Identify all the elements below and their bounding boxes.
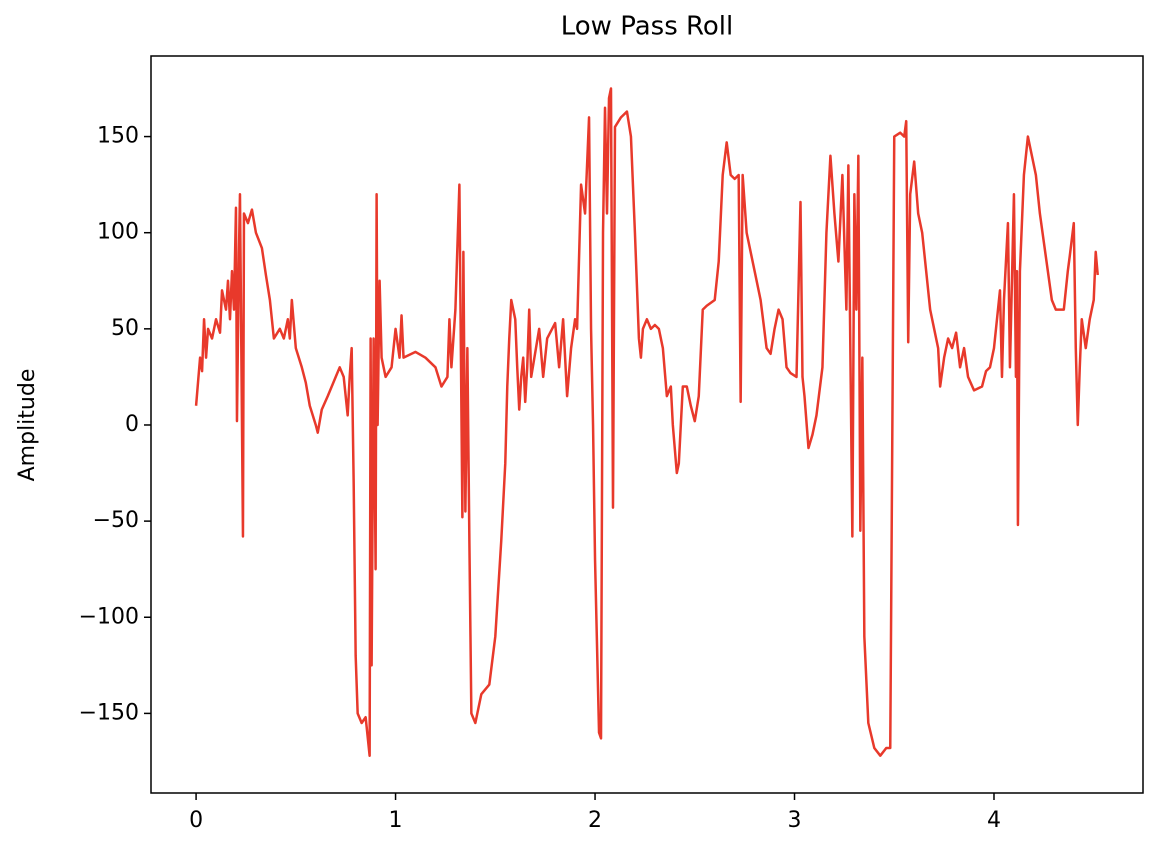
plot-frame: [150, 55, 1144, 794]
y-tick-label: −50: [93, 508, 139, 533]
y-tick-label: 150: [97, 124, 139, 149]
y-tick-label: 50: [111, 316, 139, 341]
y-tick-label: 0: [125, 412, 139, 437]
x-tick-label: 3: [788, 808, 802, 833]
y-axis-label: Amplitude: [15, 369, 40, 482]
chart-title: Low Pass Roll: [561, 12, 734, 42]
x-tick-label: 1: [389, 808, 403, 833]
line-series: [194, 87, 1099, 757]
x-tick-label: 0: [189, 808, 203, 833]
y-tick-label: −150: [79, 700, 139, 725]
x-tick-label: 2: [588, 808, 602, 833]
y-tick-label: 100: [97, 220, 139, 245]
x-tick-label: 4: [987, 808, 1001, 833]
y-tick-label: −100: [79, 604, 139, 629]
